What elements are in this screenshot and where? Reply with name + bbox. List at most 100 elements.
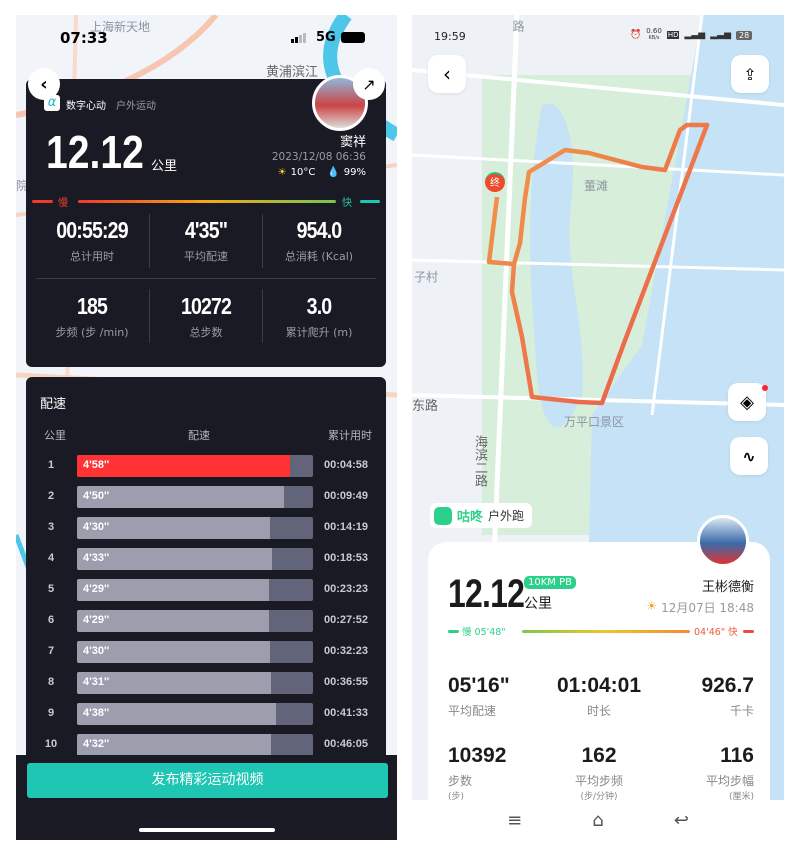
split-pace-bar: 4'31''	[77, 672, 313, 694]
split-pace-fill	[77, 455, 291, 477]
split-pace-fill	[77, 734, 272, 756]
split-pace: 4'33''	[83, 552, 110, 564]
avatar[interactable]	[312, 75, 368, 131]
split-km: 9	[47, 707, 55, 719]
publish-video-button[interactable]: 发布精彩运动视频	[27, 763, 388, 798]
split-pace: 4'30''	[83, 521, 110, 533]
split-cumulative: 00:18:53	[323, 552, 368, 564]
home-indicator[interactable]	[139, 828, 275, 832]
system-nav-bar: ≡ ⌂ ↩	[412, 800, 784, 840]
end-marker[interactable]: 终	[485, 172, 505, 192]
split-pace: 4'58''	[83, 459, 110, 471]
distance-value: 12.12	[448, 572, 525, 616]
split-row: 6 4'29'' 00:27:52	[26, 610, 386, 632]
split-pace: 4'29''	[83, 614, 110, 626]
split-cumulative: 00:36:55	[323, 676, 368, 688]
stat-calories: 954.0 总消耗 (Kcal)	[284, 217, 354, 263]
stat-cadence: 162 平均步频 (步/分钟)	[574, 744, 623, 802]
track-replay-button[interactable]: ∿	[730, 437, 768, 475]
activity-datetime: 2023/12/08 06:36	[271, 151, 366, 163]
humidity-icon: 💧	[327, 167, 340, 178]
route-curve-icon: ∿	[742, 446, 756, 466]
split-pace-bar: 4'33''	[77, 548, 313, 570]
split-pace-bar: 4'30''	[77, 517, 313, 539]
split-km: 5	[47, 583, 55, 595]
map-layers-button[interactable]: ◈	[728, 383, 768, 421]
stat-total-time: 00:55:29 总计用时	[56, 217, 128, 263]
stat-elevation: 3.0 累计爬升 (m)	[285, 293, 353, 339]
back-button[interactable]: ‹	[428, 55, 466, 93]
split-row: 5 4'29'' 00:23:23	[26, 579, 386, 601]
network-label: 5G	[316, 30, 336, 45]
split-pace-bar: 4'58''	[77, 455, 313, 477]
alarm-icon: ⏰	[630, 30, 642, 40]
split-km: 8	[47, 676, 55, 688]
route-path	[486, 122, 710, 406]
split-pace-bar: 4'38''	[77, 703, 313, 725]
split-pace-fill	[77, 672, 271, 694]
right-phone-screen: 路 董滩 子村 东路 万平口景区 海滨二路 终 19:59 ⏰ 0.60 KB/…	[412, 15, 784, 840]
battery-level: 28	[736, 30, 753, 40]
menu-icon[interactable]: ≡	[507, 809, 523, 831]
chevron-left-icon: ‹	[40, 73, 48, 95]
left-phone-screen: 上海新天地 黄浦滨江 院区 07:33 5G α 数字心动 户外运动 12.12…	[16, 15, 397, 840]
split-pace: 4'29''	[83, 583, 110, 595]
split-cumulative: 00:14:19	[323, 521, 368, 533]
map-label: 黄浦滨江	[266, 65, 319, 80]
split-cumulative: 00:46:05	[323, 738, 368, 750]
home-icon[interactable]: ⌂	[592, 809, 604, 831]
back-button[interactable]: ‹	[28, 68, 60, 100]
fast-label: 快	[342, 198, 352, 209]
header-cumulative: 累计用时	[328, 429, 372, 442]
split-pace: 4'31''	[83, 676, 110, 688]
share-button[interactable]: ↗	[353, 68, 385, 100]
signal-icon	[291, 33, 306, 43]
brand-name: 数字心动	[66, 101, 106, 112]
distance-unit: 公里	[151, 159, 178, 174]
stat-duration: 01:04:01 时长	[556, 674, 642, 718]
map-label: 万平口景区	[564, 415, 625, 429]
split-pace: 4'30''	[83, 645, 110, 657]
split-km: 1	[47, 459, 55, 471]
header-km: 公里	[44, 429, 66, 442]
distance-value: 12.12	[46, 126, 144, 178]
split-pace: 4'32''	[83, 738, 110, 750]
stat-avg-pace: 4'35" 平均配速	[184, 217, 228, 263]
map-label: 子村	[414, 270, 439, 284]
stat-avg-pace: 05'16" 平均配速	[448, 674, 510, 718]
net-speed-indicator: 0.60 KB/s	[646, 28, 662, 42]
share-button[interactable]: ⇪	[731, 55, 769, 93]
split-cumulative: 00:04:58	[323, 459, 368, 471]
bottom-bar: 发布精彩运动视频	[16, 755, 397, 840]
split-km: 7	[47, 645, 55, 657]
stat-calories: 926.7 千卡	[701, 674, 754, 718]
split-pace-bar: 4'30''	[77, 641, 313, 663]
splits-card: 配速 公里 配速 累计用时 1 4'58'' 00:04:58 2 4'50'' …	[26, 377, 386, 797]
stat-steps: 10392 步数 (步)	[448, 744, 507, 802]
splits-title: 配速	[40, 397, 67, 412]
split-cumulative: 00:23:23	[323, 583, 368, 595]
brand-name: 咕咚	[457, 510, 484, 525]
stat-cadence: 185 步频 (步 /min)	[55, 293, 129, 339]
split-pace-bar: 4'32''	[77, 734, 313, 756]
activity-datetime: 12月07日 18:48	[661, 601, 754, 615]
avatar[interactable]	[697, 515, 749, 567]
split-cumulative: 00:27:52	[323, 614, 368, 626]
split-pace-bar: 4'29''	[77, 610, 313, 632]
split-pace-bar: 4'50''	[77, 486, 313, 508]
split-pace-fill	[77, 579, 270, 601]
map-label: 路	[511, 20, 525, 32]
split-pace-fill	[77, 517, 271, 539]
map-label: 上海新天地	[90, 20, 151, 34]
status-time: 19:59	[434, 30, 466, 43]
split-km: 6	[47, 614, 55, 626]
split-pace: 4'38''	[83, 707, 110, 719]
split-pace-fill	[77, 610, 270, 632]
split-cumulative: 00:09:49	[323, 490, 368, 502]
split-row: 3 4'30'' 00:14:19	[26, 517, 386, 539]
split-pace-bar: 4'29''	[77, 579, 313, 601]
sun-icon: ☀	[646, 599, 658, 613]
pb-badge: 10KM PB	[524, 576, 576, 589]
split-row: 1 4'58'' 00:04:58	[26, 455, 386, 477]
back-nav-icon[interactable]: ↩	[673, 809, 689, 831]
